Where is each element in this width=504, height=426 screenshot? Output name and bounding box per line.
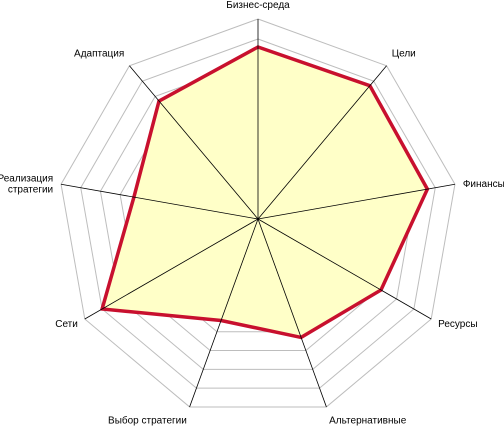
- axis-label-4: Альтернативныеварианты стратегии: [329, 415, 422, 426]
- axis-spoke-5: [189, 218, 259, 408]
- axis-label-7: Реализация стратегии: [0, 173, 53, 195]
- axis-spoke-8: [129, 65, 259, 220]
- axes: [60, 19, 456, 408]
- axis-spoke-6: [84, 218, 259, 320]
- axis-label-1: Цели: [392, 49, 416, 60]
- grid-ring-10: [60, 18, 456, 408]
- axis-label-5: Выбор стратегии: [108, 414, 187, 426]
- axis-label-3: Ресурсы: [438, 319, 477, 330]
- axis-spoke-7: [60, 183, 259, 220]
- axis-label-8: Адаптация: [74, 49, 124, 60]
- axis-label-0: Бизнес-среда: [226, 0, 290, 11]
- series-area-0: [99, 45, 430, 340]
- axis-spoke-2: [257, 183, 456, 220]
- axis-label-2: Финансы: [463, 179, 504, 190]
- axis-spoke-3: [257, 218, 432, 320]
- axis-spoke-1: [257, 65, 387, 220]
- grid-ring-9: [80, 38, 436, 389]
- axis-spoke-4: [257, 218, 327, 408]
- axis-label-6: Сети: [55, 319, 78, 330]
